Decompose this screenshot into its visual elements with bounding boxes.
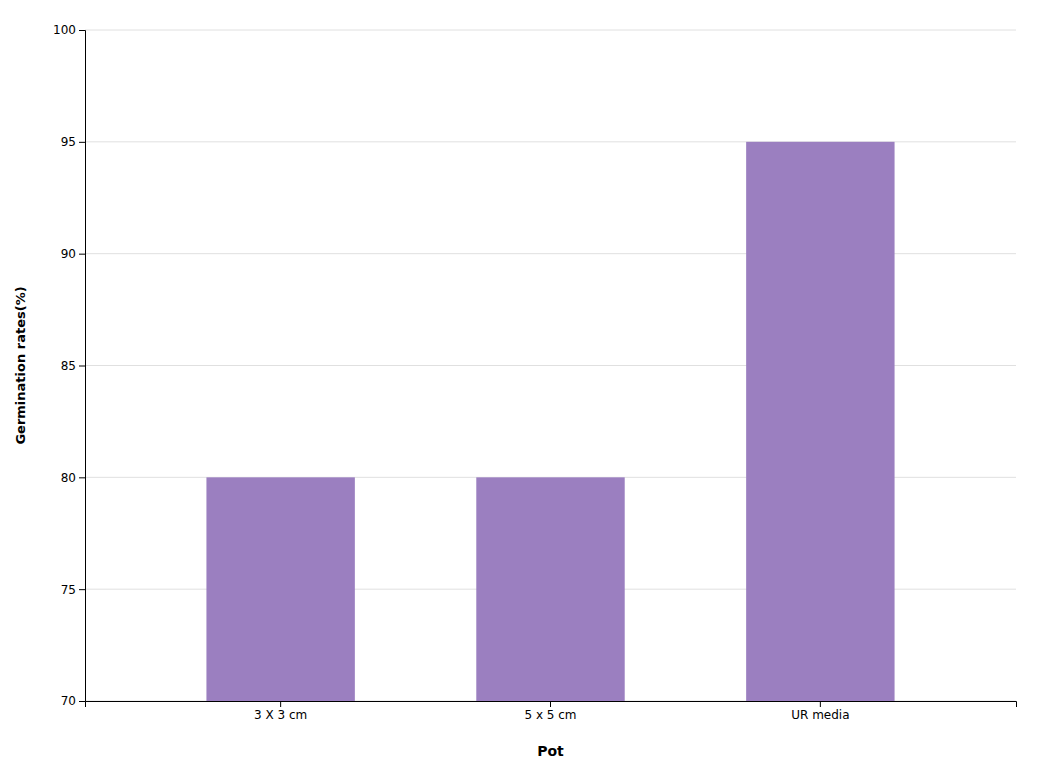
grid [85, 30, 1016, 701]
tick-label: 95 [61, 135, 76, 149]
tick-mark [79, 142, 85, 143]
bars [206, 142, 894, 701]
tick-label: 80 [61, 471, 76, 485]
tick-mark [79, 477, 85, 478]
tick-mark [79, 589, 85, 590]
grid-line [85, 30, 1016, 31]
tick: UR media [791, 701, 849, 722]
tick: 90 [61, 247, 85, 261]
y-axis: 70 75 80 85 90 95 100 [53, 23, 85, 708]
tick-mark [79, 701, 85, 702]
tick-mark [820, 701, 821, 707]
tick-label: 5 x 5 cm [524, 708, 576, 722]
axis-line [79, 31, 86, 702]
bar [476, 477, 624, 701]
tick: 100 [53, 23, 85, 37]
tick-label: 90 [61, 247, 76, 261]
tick-mark [280, 701, 281, 707]
tick-label: 75 [61, 583, 76, 597]
x-axis: 3 X 3 cm 5 x 5 cm UR media [86, 701, 1017, 722]
y-axis-title: Germination rates(%) [13, 286, 28, 444]
tick: 70 [61, 694, 85, 708]
bar [206, 477, 354, 701]
tick-label: 3 X 3 cm [254, 708, 307, 722]
tick-label: 100 [53, 23, 76, 37]
tick-mark [79, 366, 85, 367]
tick-mark [79, 254, 85, 255]
tick-label: 85 [61, 359, 76, 373]
plot: 3 X 3 cm 5 x 5 cm UR media 70 75 80 85 90 95 100 [53, 23, 1016, 721]
tick-label: UR media [791, 708, 849, 722]
tick: 5 x 5 cm [524, 701, 576, 722]
tick-mark [550, 701, 551, 707]
tick: 85 [61, 359, 85, 373]
tick: 80 [61, 471, 85, 485]
tick: 95 [61, 135, 85, 149]
x-axis-title: Pot [537, 743, 564, 759]
bar [746, 142, 894, 701]
tick: 3 X 3 cm [254, 701, 307, 722]
chart: 3 X 3 cm 5 x 5 cm UR media 70 75 80 85 90 95 100 P… [0, 0, 1046, 776]
tick: 75 [61, 583, 85, 597]
tick-mark [79, 30, 85, 31]
axis-line [86, 702, 1017, 708]
tick-label: 70 [61, 694, 76, 708]
